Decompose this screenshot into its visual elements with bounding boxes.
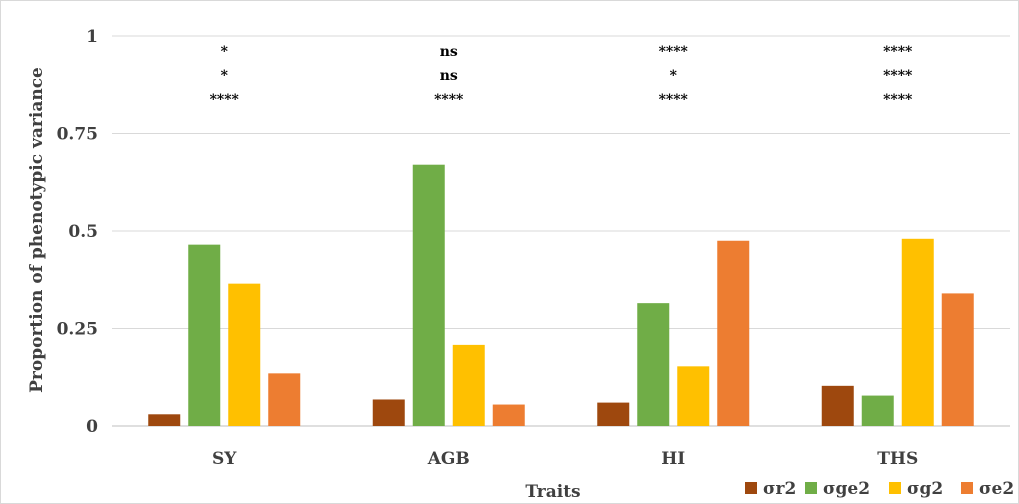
bar-ths-series-4	[941, 293, 974, 426]
x-axis-categories: SY AGB HI THS	[212, 449, 918, 469]
significance-label: ****	[659, 44, 689, 60]
x-axis-title: Traits	[525, 482, 580, 502]
legend-label: σg2	[907, 479, 943, 499]
bar-ths-series-3	[901, 238, 934, 426]
y-tick-label: 1	[86, 27, 98, 47]
bar-hi-series-3	[677, 366, 710, 426]
legend-swatch	[745, 482, 757, 494]
bar-hi-series-4	[717, 240, 750, 426]
legend-label: σr2	[763, 479, 796, 499]
significance-label: ****	[434, 92, 464, 108]
gridlines	[112, 35, 1010, 427]
legend-swatch	[889, 482, 901, 494]
x-category-label: THS	[877, 449, 918, 469]
y-axis-ticks: 0 0.25 0.5 0.75 1	[57, 27, 99, 437]
x-category-label: SY	[212, 449, 237, 469]
y-tick-label: 0.25	[57, 320, 98, 340]
y-tick-label: 0.75	[57, 125, 98, 145]
bars	[148, 164, 974, 426]
x-category-label: AGB	[427, 449, 470, 469]
bar-agb-series-3	[452, 344, 485, 426]
bar-ths-series-1	[821, 385, 854, 426]
legend-swatch	[961, 482, 973, 494]
significance-label: *	[221, 68, 229, 84]
legend-label: σe2	[979, 479, 1014, 499]
legend: σr2 σge2 σg2 σe2	[745, 479, 1014, 499]
significance-label: ****	[659, 92, 689, 108]
bar-sy-series-3	[228, 283, 261, 426]
significance-label: *	[221, 44, 229, 60]
bar-sy-series-4	[268, 373, 301, 426]
significance-label: ****	[883, 68, 913, 84]
significance-label: ns	[440, 44, 458, 60]
bar-agb-series-2	[412, 164, 445, 426]
bar-ths-series-2	[861, 395, 894, 426]
significance-label: ****	[883, 44, 913, 60]
significance-label: ****	[210, 92, 240, 108]
y-tick-label: 0	[86, 417, 98, 437]
bar-sy-series-2	[188, 244, 221, 426]
significance-label: ns	[440, 68, 458, 84]
bar-sy-series-1	[148, 414, 181, 426]
legend-label: σge2	[823, 479, 870, 499]
bar-hi-series-2	[637, 303, 670, 426]
y-axis-title: Proportion of phenotypic variance	[27, 67, 47, 393]
bar-agb-series-1	[372, 399, 405, 426]
bar-agb-series-4	[492, 404, 525, 426]
significance-label: ****	[883, 92, 913, 108]
x-category-label: HI	[661, 449, 685, 469]
legend-swatch	[805, 482, 817, 494]
bar-hi-series-1	[597, 402, 630, 426]
significance-label: *	[670, 68, 678, 84]
y-tick-label: 0.5	[68, 222, 98, 242]
